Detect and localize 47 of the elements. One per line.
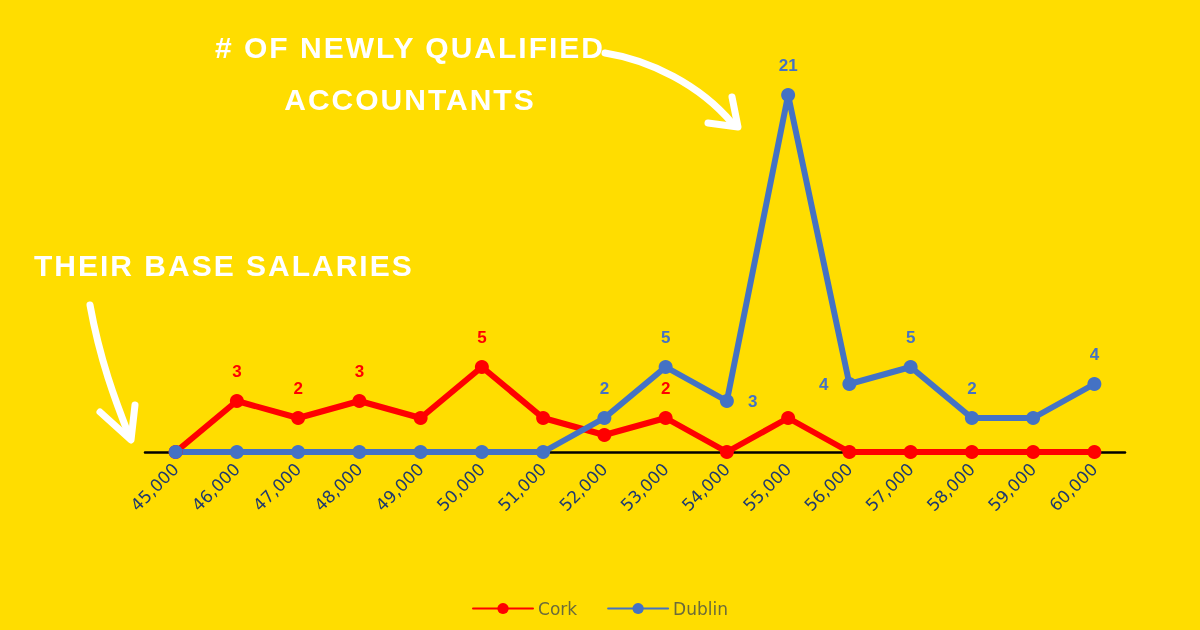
data-label: 2 bbox=[293, 379, 303, 398]
annotation: THEIR BASE SALARIES bbox=[34, 248, 414, 284]
point bbox=[474, 360, 489, 374]
point bbox=[658, 411, 673, 425]
point bbox=[474, 445, 489, 459]
point bbox=[781, 411, 796, 425]
point bbox=[964, 445, 979, 459]
point bbox=[842, 445, 857, 459]
point bbox=[229, 445, 244, 459]
point bbox=[597, 411, 612, 425]
data-label: 4 bbox=[1089, 345, 1100, 364]
point bbox=[719, 445, 734, 459]
data-label: 5 bbox=[905, 328, 916, 347]
point bbox=[719, 394, 734, 408]
point bbox=[964, 411, 979, 425]
point bbox=[781, 88, 796, 102]
point bbox=[658, 360, 673, 374]
point bbox=[413, 445, 428, 459]
data-label: 2 bbox=[967, 379, 977, 398]
data-label: 3 bbox=[354, 362, 365, 381]
point bbox=[597, 428, 612, 442]
legend-label: Dublin bbox=[673, 598, 728, 619]
data-label: 5 bbox=[477, 328, 487, 347]
point bbox=[352, 445, 367, 459]
point bbox=[842, 377, 857, 391]
point bbox=[903, 445, 918, 459]
data-label: 2 bbox=[599, 379, 610, 398]
data-label: 5 bbox=[660, 328, 671, 347]
point bbox=[1026, 445, 1041, 459]
point bbox=[291, 445, 306, 459]
annotation: # OF NEWLY QUALIFIED ACCOUNTANTS bbox=[213, 30, 606, 118]
point bbox=[291, 411, 306, 425]
legend-label: Cork bbox=[538, 598, 578, 619]
point bbox=[1026, 411, 1041, 425]
point bbox=[903, 360, 918, 374]
point bbox=[1087, 445, 1102, 459]
point bbox=[1087, 377, 1102, 391]
data-label: 21 bbox=[778, 56, 798, 75]
point bbox=[229, 394, 244, 408]
point bbox=[413, 411, 428, 425]
data-label: 4 bbox=[818, 374, 829, 394]
point bbox=[536, 411, 551, 425]
point bbox=[536, 445, 551, 459]
data-label: 3 bbox=[232, 362, 242, 381]
data-label: 3 bbox=[747, 391, 758, 411]
point bbox=[352, 394, 367, 408]
data-label: 2 bbox=[660, 379, 671, 398]
